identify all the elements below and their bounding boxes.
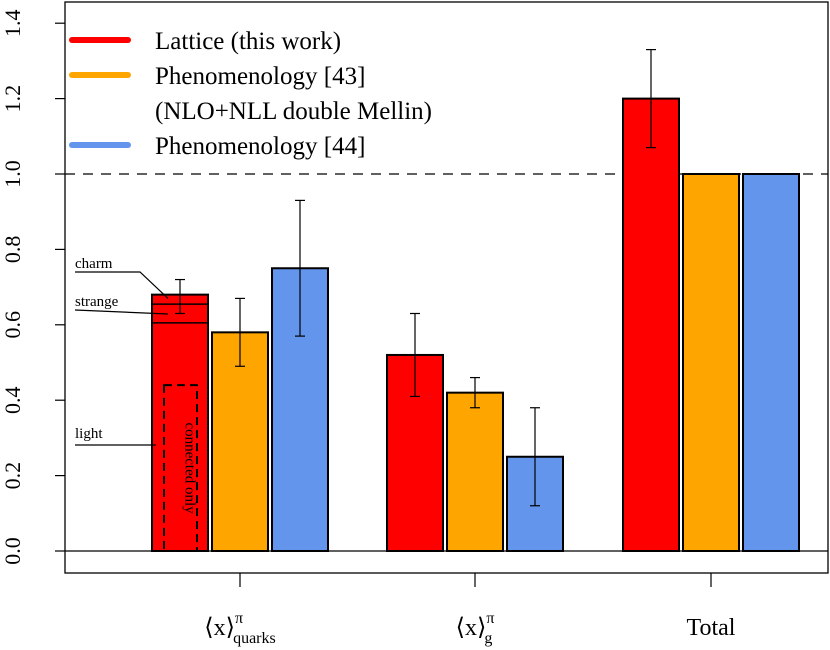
y-tick-label: 0.8 — [0, 236, 25, 264]
error-bars — [175, 48, 656, 507]
legend: Lattice (this work) Phenomenology [43] (NL… — [69, 28, 432, 160]
y-tick-label: 1.0 — [0, 160, 25, 188]
x-tick-label-base: ⟨x⟩ — [204, 615, 235, 641]
legend-label: Phenomenology [43] — [155, 63, 365, 90]
x-tick-label-sub: quarks — [233, 630, 276, 647]
quark-breakdown: charm strange light connected only — [74, 256, 208, 552]
y-tick-label: 0.2 — [0, 462, 25, 490]
plot-frame — [64, 1, 829, 574]
y-tick-label: 1.2 — [0, 85, 25, 113]
x-tick-label: Total — [687, 615, 736, 641]
x-tick-label: ⟨x⟩π quarks — [204, 610, 275, 647]
annotation-leader — [74, 309, 169, 315]
x-tick-label-base: Total — [687, 615, 736, 641]
annotation-leader — [75, 271, 169, 299]
x-tick-label-sub: g — [484, 630, 492, 647]
legend-label: Lattice (this work) — [155, 28, 341, 55]
bar — [622, 97, 680, 552]
bars — [151, 97, 800, 552]
annotation-strange: strange — [75, 294, 119, 310]
legend-extra-label: (NLO+NLL double Mellin) — [155, 98, 432, 125]
bar — [446, 391, 504, 552]
y-tick-label: 0.0 — [0, 537, 25, 565]
bar — [211, 331, 269, 552]
y-tick-label: 1.4 — [0, 9, 25, 37]
legend-label: Phenomenology [44] — [155, 133, 365, 160]
bar — [682, 173, 740, 552]
annotation-charm: charm — [75, 256, 113, 272]
connected-only-label: connected only — [182, 422, 198, 514]
x-tick-label-sup: π — [486, 610, 494, 627]
x-tick-label-base: ⟨x⟩ — [456, 615, 487, 641]
bar — [742, 173, 800, 552]
bar — [151, 293, 209, 552]
x-axis: ⟨x⟩π quarks ⟨x⟩π g Total — [204, 573, 736, 647]
annotation-light: light — [75, 426, 103, 442]
y-tick-label: 0.6 — [0, 311, 25, 339]
x-tick-label: ⟨x⟩π g — [456, 610, 495, 647]
y-tick-label: 0.4 — [0, 386, 25, 414]
connected-only-box — [163, 384, 198, 552]
y-axis: 0.0 0.2 0.4 0.6 0.8 1.0 1.2 1.4 — [0, 9, 65, 565]
x-tick-label-sup: π — [235, 610, 243, 627]
